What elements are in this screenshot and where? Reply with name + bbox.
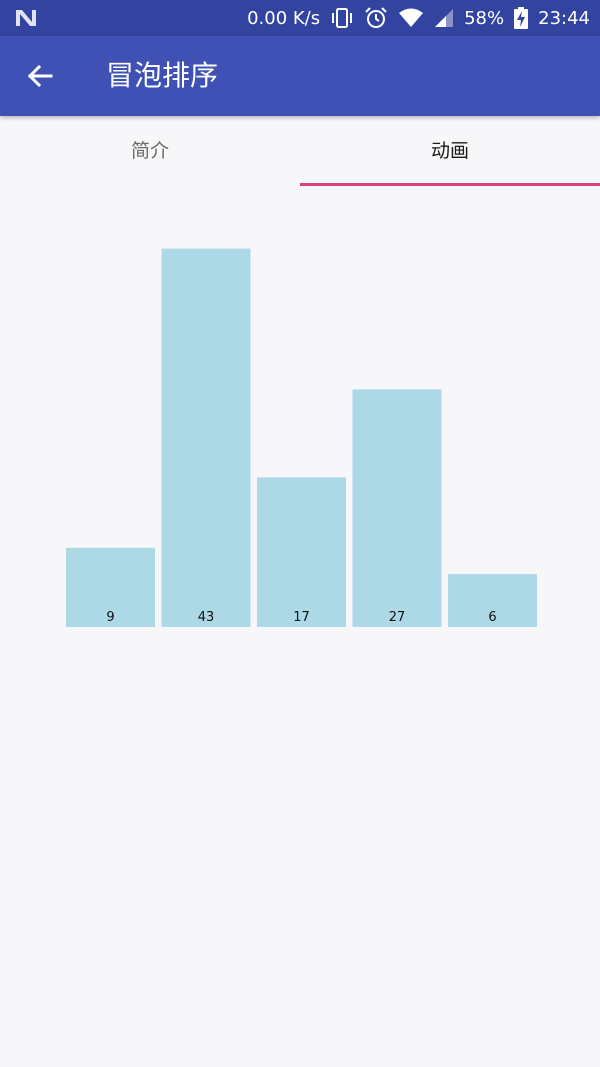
bar-value-label: 43: [198, 610, 215, 625]
bar: [352, 389, 442, 627]
bar-value-label: 17: [293, 610, 310, 625]
wifi-icon: [399, 8, 424, 27]
battery-percent: 58%: [464, 7, 505, 29]
arrow-back-icon[interactable]: [20, 56, 60, 96]
clock: 23:44: [538, 7, 590, 29]
tab-intro[interactable]: 简介: [130, 140, 169, 162]
android-n-icon: [16, 10, 36, 26]
app-bar: 冒泡排序: [0, 36, 600, 116]
tab-indicator: [300, 183, 600, 186]
tab-bar: 简介 动画: [0, 117, 600, 186]
bar: [161, 248, 251, 627]
bar-value-label: 27: [389, 610, 406, 625]
bar: [257, 477, 346, 627]
bar: [448, 574, 537, 627]
bar-value-label: 6: [488, 610, 496, 625]
tab-animation[interactable]: 动画: [430, 140, 469, 162]
battery-charging-icon: [514, 7, 529, 29]
bar-chart: 9 43 17 27 6: [66, 248, 537, 627]
bar-value-label: 9: [106, 610, 114, 625]
network-speed: 0.00 K/s: [247, 7, 321, 29]
status-bar: 0.00 K/s 58% 23:44: [0, 0, 600, 36]
cell-signal-icon: [435, 9, 454, 27]
vibrate-icon: [332, 8, 353, 28]
alarm-icon: [365, 7, 387, 28]
page-title: 冒泡排序: [106, 59, 219, 92]
bar: [66, 547, 155, 627]
